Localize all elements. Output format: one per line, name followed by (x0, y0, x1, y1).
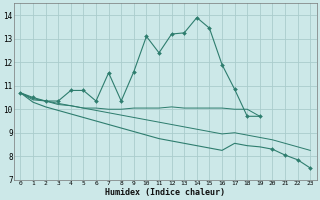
X-axis label: Humidex (Indice chaleur): Humidex (Indice chaleur) (105, 188, 225, 197)
